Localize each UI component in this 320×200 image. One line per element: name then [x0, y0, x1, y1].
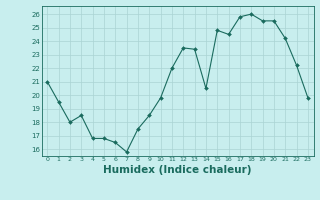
X-axis label: Humidex (Indice chaleur): Humidex (Indice chaleur): [103, 165, 252, 175]
